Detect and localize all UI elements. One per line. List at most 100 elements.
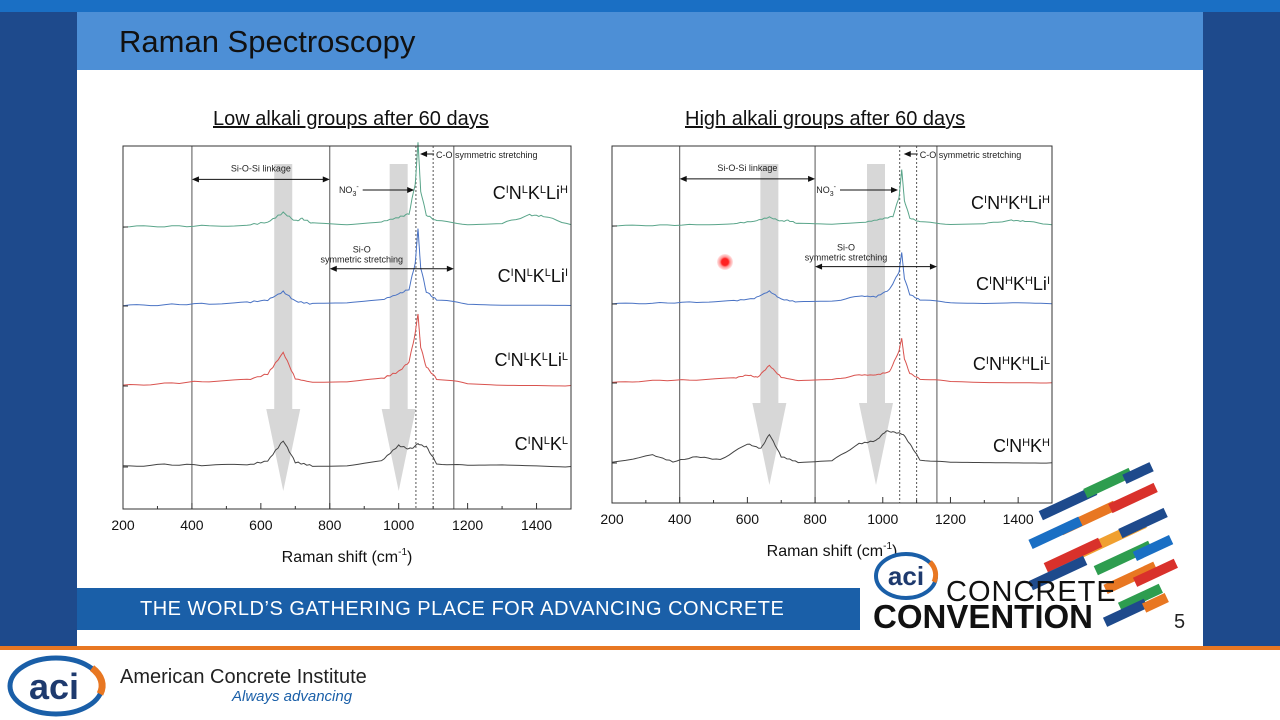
series-label-part: C xyxy=(495,350,508,370)
series-label-part: N xyxy=(531,434,544,454)
x-axis-label-sup: -1 xyxy=(398,547,407,558)
series-label-part: K xyxy=(550,434,562,454)
series-label-0: CINLKLLiH xyxy=(493,183,568,203)
range-arrowhead-left-1 xyxy=(815,263,823,270)
series-label-sup: L xyxy=(542,351,548,363)
series-label-part: C xyxy=(976,274,989,294)
convention-aci-text: aci xyxy=(888,561,924,591)
no3-annotation: NO3- xyxy=(339,184,359,198)
x-axis-label-end: ) xyxy=(407,549,412,566)
orange-rule xyxy=(0,646,1280,650)
range-label-1: Si-O xyxy=(837,243,855,253)
series-label-sup: I xyxy=(984,194,987,206)
spectrum-line-2 xyxy=(122,313,572,387)
x-tick-label-3: 800 xyxy=(318,517,342,533)
x-axis-label: Raman shift (cm-1) xyxy=(282,547,413,566)
series-label-part: Li xyxy=(1030,354,1044,374)
range-arrowhead-right-1 xyxy=(929,263,937,270)
range-label-0: Si-O-Si linkage xyxy=(717,163,777,173)
series-label-sup: I xyxy=(1047,275,1050,287)
no3-annotation: NO3- xyxy=(816,184,836,198)
series-label-sup: H xyxy=(1005,275,1013,287)
series-label-part: Li xyxy=(1028,193,1042,213)
series-label-part: K xyxy=(530,350,542,370)
range-arrowhead-left-0 xyxy=(191,176,199,183)
co-arrowhead xyxy=(420,151,428,157)
series-label-part: K xyxy=(1008,193,1020,213)
series-label-1: CINLKLLiI xyxy=(498,266,568,286)
footer-slogan: THE WORLD’S GATHERING PLACE FOR ADVANCIN… xyxy=(140,598,785,620)
series-label-part: K xyxy=(1010,354,1022,374)
co-annotation: C-O symmetric stretching xyxy=(920,150,1022,160)
series-label-sup: L xyxy=(544,435,550,447)
range-arrowhead-right-0 xyxy=(322,176,330,183)
series-label-3: CINLKL xyxy=(515,434,568,454)
series-label-sup: H xyxy=(1042,437,1050,449)
down-arrow-0 xyxy=(752,164,787,485)
series-label-part: K xyxy=(528,183,540,203)
series-label-sup: I xyxy=(986,355,989,367)
x-tick-label-4: 1000 xyxy=(383,517,414,533)
range-arrowhead-left-1 xyxy=(329,265,337,272)
series-label-sup: H xyxy=(1025,275,1033,287)
series-label-1: CINHKHLiI xyxy=(976,274,1050,294)
aci-logo: aci xyxy=(7,655,106,717)
range-label-0: Si-O-Si linkage xyxy=(231,163,291,173)
co-annotation: C-O symmetric stretching xyxy=(436,150,538,160)
range-label-1: Si-O xyxy=(353,245,371,255)
range-arrowhead-right-1 xyxy=(446,265,454,272)
series-label-sup: I xyxy=(508,351,511,363)
series-label-sup: H xyxy=(1000,194,1008,206)
brand-bar: aci American Concrete Institute Always a… xyxy=(0,650,1280,720)
range-label2-1: symmetric stretching xyxy=(321,255,404,265)
series-label-sup: L xyxy=(527,267,533,279)
plot-frame xyxy=(122,145,572,510)
series-label-sup: L xyxy=(524,351,530,363)
series-label-part: K xyxy=(1013,274,1025,294)
spectrum-line-1 xyxy=(122,228,572,307)
title-bar: Raman Spectroscopy xyxy=(77,12,1203,70)
aci-name: American Concrete Institute xyxy=(120,666,367,688)
series-label-part: N xyxy=(992,274,1005,294)
series-label-sup: H xyxy=(1022,437,1030,449)
series-label-sup: H xyxy=(560,184,568,196)
no3-text: NO xyxy=(816,185,830,195)
chart-1: CINHKHLiHCINHKHLiICINHKHLiLCINHKHSi-O-Si… xyxy=(600,145,1053,560)
co-arrowhead xyxy=(903,151,911,157)
down-arrow-1 xyxy=(859,164,893,485)
series-label-sup: L xyxy=(545,267,551,279)
x-tick-label-6: 1400 xyxy=(521,517,552,533)
no3-arrowhead xyxy=(891,187,898,193)
series-label-sup: H xyxy=(1002,355,1010,367)
spectrum-line-3 xyxy=(122,440,572,468)
x-tick-label-4: 1000 xyxy=(867,511,898,527)
series-label-sup: I xyxy=(528,435,531,447)
series-label-part: Li xyxy=(548,350,562,370)
range-arrowhead-right-0 xyxy=(808,175,816,182)
x-axis-label-sup: -1 xyxy=(883,541,892,552)
series-label-part: C xyxy=(971,193,984,213)
x-axis-label-main: Raman shift (cm xyxy=(767,543,883,560)
series-label-part: N xyxy=(989,354,1002,374)
no3-sub: 3 xyxy=(352,191,356,198)
series-label-sup: I xyxy=(989,275,992,287)
chart-title-high-alkali: High alkali groups after 60 days xyxy=(685,108,966,130)
x-axis-label-end: ) xyxy=(892,543,897,560)
no3-sup: - xyxy=(834,184,837,191)
series-label-sup: I xyxy=(506,184,509,196)
series-label-sup: L xyxy=(540,184,546,196)
range-label2-1: symmetric stretching xyxy=(805,253,888,263)
series-label-part: C xyxy=(515,434,528,454)
series-label-sup: I xyxy=(1006,437,1009,449)
slide-title: Raman Spectroscopy xyxy=(119,24,416,59)
series-label-part: C xyxy=(993,436,1006,456)
series-label-part: K xyxy=(533,266,545,286)
spectrum-line-0 xyxy=(122,142,572,228)
spectrum-line-3 xyxy=(611,430,1053,464)
spectrum-line-0 xyxy=(611,169,1053,227)
page-number: 5 xyxy=(1174,611,1186,633)
convention-aci-mark: aci xyxy=(874,552,939,600)
series-label-0: CINHKHLiH xyxy=(971,193,1050,213)
series-label-part: N xyxy=(987,193,1000,213)
